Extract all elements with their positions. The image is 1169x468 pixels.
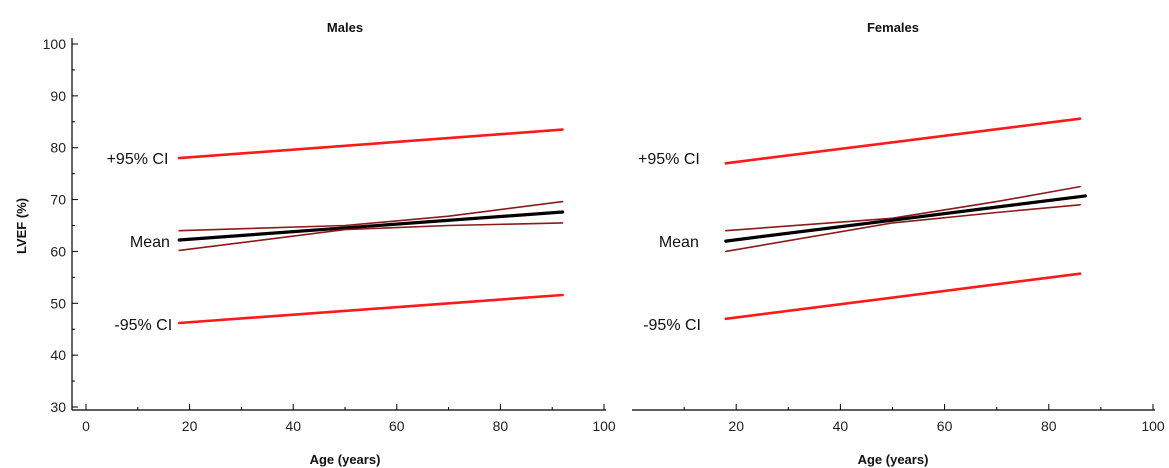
- y-tick-label: 100: [43, 36, 67, 52]
- series-line-mean-ci-upper: [724, 185, 1081, 232]
- series-line-mean: [177, 210, 565, 242]
- series-line-ci95-lower: [724, 272, 1082, 321]
- x-tick-label: 40: [833, 418, 849, 434]
- series-line-ci95-lower: [177, 293, 564, 325]
- x-axis-title: Age (years): [310, 452, 381, 467]
- x-tick-label: 20: [182, 418, 198, 434]
- series-line-ci95-upper: [177, 128, 564, 160]
- y-tick-label: 80: [50, 140, 66, 156]
- panel-title: Females: [867, 20, 919, 35]
- y-tick-label: 30: [50, 399, 66, 415]
- annotation-label: -95% CI: [114, 317, 172, 334]
- series-line-ci95-upper: [724, 117, 1082, 165]
- x-axis-title: Age (years): [858, 452, 929, 467]
- x-tick-label: 60: [937, 418, 953, 434]
- x-tick-label: 20: [728, 418, 744, 434]
- y-tick-label: 50: [50, 295, 66, 311]
- series-line-mean-ci-lower: [178, 222, 564, 252]
- annotation-label: -95% CI: [643, 317, 701, 334]
- series-line-mean-ci-lower: [724, 204, 1081, 253]
- y-tick-label: 90: [50, 88, 66, 104]
- annotation-label: Mean: [130, 234, 170, 251]
- series-line-mean: [724, 194, 1087, 243]
- x-tick-label: 100: [1141, 418, 1165, 434]
- panel-males: Males 30 40 50 60 70 80 90 100 LVEF (%) 0 20 40 60 80 1…: [14, 20, 616, 467]
- panel-title: Males: [327, 20, 363, 35]
- x-tick-label: 40: [285, 418, 301, 434]
- annotation-label: +95% CI: [638, 151, 700, 168]
- y-tick-label: 70: [50, 192, 66, 208]
- x-tick-label: 80: [493, 418, 509, 434]
- annotation-label: Mean: [659, 234, 699, 251]
- x-tick-label: 80: [1041, 418, 1057, 434]
- x-tick-label: 0: [82, 418, 90, 434]
- annotation-label: +95% CI: [107, 151, 169, 168]
- x-tick-label: 100: [592, 418, 616, 434]
- y-axis-title: LVEF (%): [14, 198, 29, 254]
- series-line-mean-ci-upper: [178, 200, 564, 232]
- y-tick-label: 40: [50, 347, 66, 363]
- y-tick-label: 60: [50, 243, 66, 259]
- panel-females: Females 20 40 60 80 100 Age (years) +95% CI Mean…: [632, 20, 1165, 467]
- x-tick-label: 60: [389, 418, 405, 434]
